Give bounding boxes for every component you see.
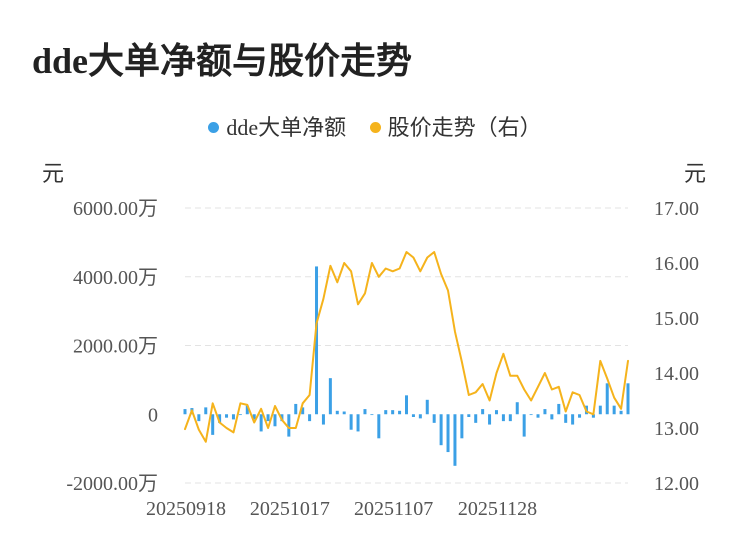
dde-bar	[508, 414, 512, 422]
dde-bar	[605, 383, 609, 415]
dde-bar	[252, 414, 256, 420]
left-tick-label: -2000.00万	[66, 473, 158, 495]
dde-bar	[425, 399, 429, 415]
dde-bar	[287, 414, 291, 437]
right-tick-label: 13.00	[654, 418, 699, 440]
left-axis-ticks: -2000.00万 0 2000.00万 4000.00万 6000.00万	[66, 198, 158, 495]
left-tick-label: 0	[148, 404, 158, 426]
dde-bar	[266, 414, 270, 422]
dde-bar	[598, 405, 602, 415]
x-tick-label: 20250918	[146, 498, 226, 520]
legend: dde大单净额 股价走势（右）	[0, 110, 750, 142]
dde-bar	[460, 414, 464, 439]
dde-bar	[335, 410, 339, 415]
legend-dot-dde-icon	[208, 122, 220, 133]
dde-bar	[308, 414, 312, 422]
dde-bar	[211, 414, 215, 435]
chart-title: dde大单净额与股价走势	[32, 41, 413, 81]
dde-bar	[245, 405, 249, 415]
right-tick-label: 15.00	[654, 308, 699, 330]
dde-bar	[391, 410, 395, 415]
dde-bar	[225, 414, 229, 418]
dde-bar	[315, 266, 319, 415]
dde-bar	[439, 414, 443, 446]
legend-item-dde[interactable]: dde大单净额	[208, 110, 346, 142]
left-tick-label: 2000.00万	[73, 336, 158, 358]
dde-bar	[474, 414, 478, 423]
dde-bar	[501, 414, 505, 422]
dde-bar	[377, 414, 381, 439]
dde-bar	[294, 403, 298, 415]
dde-bar	[342, 411, 346, 415]
dde-bar	[273, 414, 277, 427]
x-tick-label: 20251128	[458, 498, 537, 520]
dde-bar	[578, 414, 582, 418]
dde-bar	[301, 407, 305, 415]
right-tick-label: 17.00	[654, 198, 699, 220]
dde-bar	[612, 405, 616, 415]
dde-bar	[543, 409, 547, 415]
right-tick-label: 16.00	[654, 253, 699, 275]
x-tick-label: 20251017	[250, 498, 330, 520]
legend-dot-price-icon	[369, 122, 381, 133]
dde-bar	[557, 403, 561, 415]
dde-bar	[328, 378, 332, 415]
dde-bar	[411, 414, 415, 417]
dde-bar	[204, 407, 208, 415]
dde-bar	[494, 410, 498, 415]
dde-bar	[536, 414, 540, 418]
dde-bar	[467, 414, 471, 417]
dde-bar	[398, 410, 402, 415]
dde-bar	[515, 402, 519, 415]
dde-bar	[349, 414, 353, 430]
dde-bar	[218, 414, 222, 423]
dde-bar	[405, 395, 408, 415]
dde-bar	[550, 414, 554, 420]
dde-bar	[432, 414, 436, 423]
dde-bar	[183, 409, 187, 415]
dde-bar	[384, 410, 388, 415]
dde-bar	[197, 414, 201, 422]
dde-bar	[564, 414, 568, 423]
dde-bar	[522, 414, 526, 437]
left-axis-unit: 元	[42, 161, 65, 186]
dde-bar	[321, 414, 325, 425]
dde-bar	[363, 409, 367, 415]
dde-bars	[183, 266, 630, 466]
dde-bar	[259, 414, 263, 432]
dde-bar	[446, 414, 450, 453]
legend-label-price: 股价走势（右）	[387, 115, 542, 140]
legend-item-price[interactable]: 股价走势（右）	[369, 110, 542, 142]
grid-lines	[185, 207, 628, 484]
right-axis-unit: 元	[684, 161, 707, 186]
dde-bar	[626, 383, 630, 415]
right-axis-ticks: 12.00 13.00 14.00 15.00 16.00 17.00	[654, 198, 699, 495]
dde-bar	[571, 414, 575, 425]
dde-bar	[238, 414, 242, 416]
left-tick-label: 6000.00万	[73, 198, 158, 220]
price-line	[184, 251, 629, 443]
dde-bar	[356, 414, 360, 432]
right-tick-label: 12.00	[654, 473, 699, 495]
right-tick-label: 14.00	[654, 363, 699, 385]
legend-label-dde: dde大单净额	[226, 115, 347, 140]
dde-bar	[529, 414, 533, 416]
x-tick-label: 20251107	[354, 498, 433, 520]
dde-bar	[619, 410, 623, 415]
price-line-group	[184, 251, 629, 443]
x-axis-ticks: 20250918 20251017 20251107 20251128	[146, 498, 537, 520]
dde-bar	[370, 414, 374, 416]
dde-bar	[488, 414, 492, 425]
left-tick-label: 4000.00万	[73, 267, 158, 289]
dde-bar	[418, 414, 422, 419]
dde-bar	[591, 414, 595, 418]
dde-bar	[231, 414, 235, 420]
dde-bar	[453, 414, 457, 466]
dde-bar	[481, 409, 485, 415]
